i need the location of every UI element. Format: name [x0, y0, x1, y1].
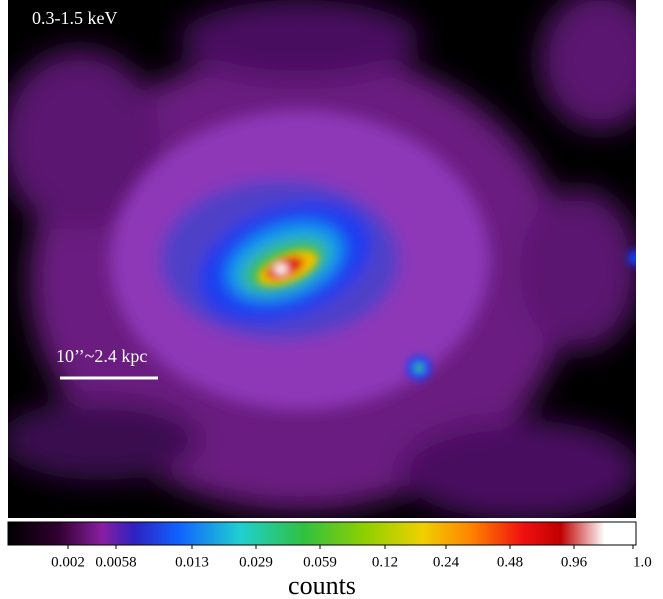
colorbar-tick-label: 0.48	[497, 554, 523, 570]
colorbar-label: counts	[288, 571, 356, 599]
colorbar	[7, 521, 637, 546]
colorbar-tick-label: 0.013	[175, 554, 209, 570]
colorbar-tick-label: 0.059	[303, 554, 337, 570]
colorbar-tick-label: 1.0	[633, 554, 652, 570]
colorbar-tick-label: 0.96	[561, 554, 588, 570]
colorbar-tick-label: 0.002	[51, 554, 85, 570]
colorbar-tick-label: 0.12	[372, 554, 398, 570]
scale-bar-label: 10’’~2.4 kpc	[56, 346, 147, 366]
colorbar-tick-label: 0.24	[433, 554, 460, 570]
xray-image	[8, 0, 636, 518]
band-label: 0.3-1.5 keV	[32, 8, 117, 28]
colorbar-tick-label: 0.029	[239, 554, 273, 570]
colorbar-tick-label: 0.0058	[95, 554, 136, 570]
colorbar-ticks: 0.002 0.0058 0.013 0.029 0.059 0.12 0.24 0.48 0.…	[51, 545, 652, 570]
